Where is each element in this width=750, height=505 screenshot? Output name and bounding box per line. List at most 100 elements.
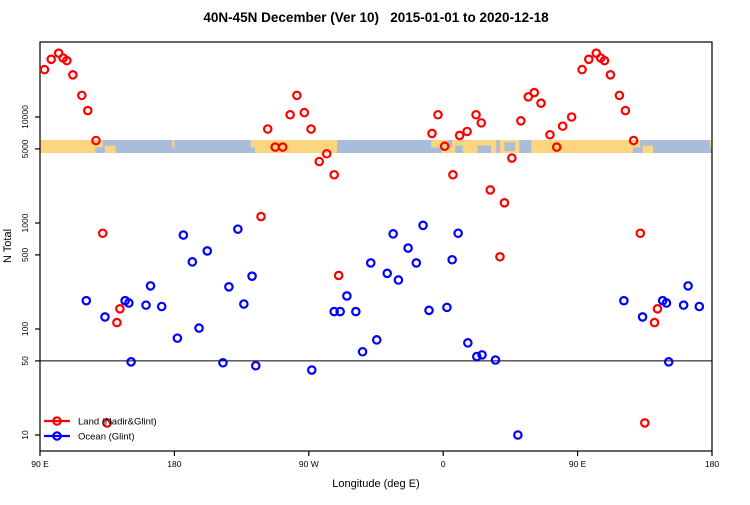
ocean-point (678, 300, 689, 310)
legend-point-sample (52, 416, 62, 426)
ocean-point (247, 271, 257, 281)
ocean-point (81, 295, 92, 306)
y-tick-label: 500 (20, 248, 30, 262)
land-point (439, 141, 450, 152)
ocean-point (141, 300, 151, 310)
ocean-point (442, 302, 452, 313)
land-point (462, 126, 472, 137)
band-ocean-patch (519, 140, 532, 153)
x-axis-label: Longitude (deg E) (332, 478, 419, 490)
land-point (299, 107, 310, 118)
plot-frame (39, 41, 713, 452)
land-point (583, 54, 594, 65)
land-point (427, 128, 437, 139)
ocean-point (365, 258, 376, 268)
band-ocean-patch (504, 142, 515, 152)
ocean-point (619, 295, 629, 306)
band-land-segment (250, 140, 256, 148)
land-point (507, 153, 517, 163)
y-tick-label: 100 (20, 322, 30, 336)
ocean-point (490, 355, 501, 365)
land-point (577, 64, 587, 75)
land-point (433, 109, 443, 120)
land-point (499, 198, 510, 208)
land-point (545, 129, 555, 140)
band-land-segment (172, 140, 175, 148)
land-point (39, 64, 50, 75)
ocean-point (335, 306, 345, 317)
ocean-point (351, 306, 361, 317)
land-point (256, 211, 266, 222)
data-points-layer (39, 48, 705, 440)
land-point (97, 228, 108, 239)
y-tick-label: 10000 (20, 105, 30, 129)
ocean-point (306, 365, 317, 375)
land-point (614, 90, 625, 101)
band-land-segment (642, 145, 654, 153)
band-land-segment (40, 140, 96, 153)
legend-label: Land (Nadir&Glint) (78, 417, 157, 428)
land-point (536, 98, 546, 108)
land-point (516, 116, 526, 126)
ocean-point (683, 281, 693, 291)
land-point (46, 54, 57, 65)
legend-label: Ocean (Glint) (78, 432, 135, 443)
ocean-point (329, 306, 339, 317)
y-axis-label: N Total (2, 229, 14, 263)
land-point (285, 109, 295, 120)
land-point (448, 169, 458, 180)
ocean-point (403, 243, 413, 253)
legend-point-sample (52, 431, 62, 441)
land-point (77, 90, 87, 101)
ocean-point (663, 357, 674, 367)
land-point (321, 148, 332, 159)
land-point (557, 121, 568, 131)
ocean-point (661, 298, 672, 308)
land-point (476, 118, 487, 128)
land-point (112, 317, 122, 328)
ocean-point (178, 230, 189, 240)
ocean-point (357, 346, 368, 357)
band-land-segment (709, 140, 712, 148)
plot-frame-layer (39, 41, 713, 452)
land-point (495, 251, 505, 262)
land-point (82, 105, 93, 116)
y-tick-label: 5000 (20, 139, 30, 158)
land-point (620, 105, 631, 116)
land-point (652, 304, 663, 314)
ocean-point (388, 229, 398, 239)
land-point (306, 124, 316, 134)
land-point (635, 228, 646, 239)
land-point (605, 70, 616, 80)
land-point (599, 55, 610, 66)
ocean-point (202, 246, 213, 256)
x-tick-label: 0 (441, 459, 446, 469)
band-ocean-patch (477, 145, 491, 153)
ocean-point (418, 220, 428, 231)
land-point (262, 124, 273, 134)
ocean-point (126, 357, 136, 367)
band-ocean-patch (447, 140, 453, 148)
x-tick-label: 90 E (31, 459, 49, 469)
ocean-point (393, 275, 404, 285)
x-tick-label: 180 (167, 459, 181, 469)
land-point (471, 109, 481, 120)
land-point (292, 90, 302, 101)
band-ocean-patch (455, 145, 463, 153)
ocean-point (342, 291, 352, 301)
land-point (314, 156, 325, 167)
ocean-point (233, 224, 243, 234)
land-point (649, 317, 660, 328)
ocean-point (382, 268, 393, 279)
land-point (62, 55, 72, 66)
band-land-segment (577, 140, 633, 153)
ocean-point (411, 258, 422, 268)
ocean-point (477, 350, 487, 360)
x-tick-label: 180 (705, 459, 719, 469)
land-point (91, 135, 101, 146)
ocean-point (145, 281, 156, 291)
legend: Land (Nadir&Glint) Ocean (Glint) (44, 416, 157, 443)
x-tick-label: 90 E (569, 459, 587, 469)
ocean-point (124, 298, 134, 308)
